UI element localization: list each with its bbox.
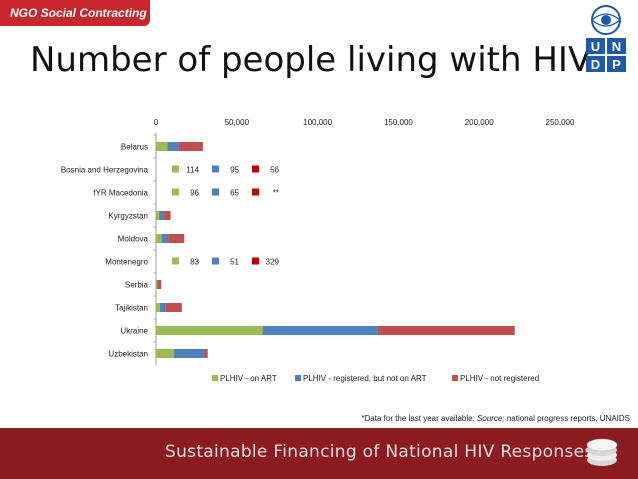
category-label: Serbia (125, 281, 149, 290)
category-label: Uzbekistan (108, 350, 148, 359)
footnote-suffix: national progress reports, UNAIDS (504, 414, 630, 423)
logo-letter-d: D (591, 57, 600, 72)
x-tick-label: 50,000 (225, 118, 250, 127)
bar-segment (161, 234, 169, 243)
footnote-prefix: *Data for the last year available: (361, 414, 478, 423)
bar-segment (178, 142, 203, 151)
category-label: Moldova (118, 235, 149, 244)
undp-logo: U N D P (586, 5, 626, 72)
inline-value-label: 56 (270, 166, 279, 175)
inline-value-label: 51 (230, 258, 239, 267)
bar-segment (156, 280, 158, 289)
ngo-banner-text: NGO Social Contracting (10, 6, 147, 20)
logo-letter-u: U (591, 39, 600, 54)
bar-segment (164, 211, 171, 220)
legend-swatch (295, 375, 301, 381)
hiv-chart: 0 50,000 100,000 150,000 200,000 250,000 Belar… (61, 118, 575, 383)
x-tick-label: 100,000 (303, 118, 332, 127)
category-label: Tajikistan (115, 304, 148, 313)
x-tick-label: 150,000 (384, 118, 413, 127)
bar-segment (159, 211, 165, 220)
inline-value-label: 83 (190, 258, 199, 267)
logo-letter-p: P (612, 57, 621, 72)
bar-segment (262, 326, 378, 335)
bar-segment (156, 211, 160, 220)
bar-segment (168, 234, 185, 243)
ngo-banner: NGO Social Contracting (0, 0, 150, 26)
category-label: Belarus (121, 143, 148, 152)
legend-swatch (452, 375, 458, 381)
inline-value-swatch (172, 257, 179, 265)
x-tick-label: 200,000 (465, 118, 494, 127)
inline-value-label: 329 (266, 258, 280, 267)
bar-segment (204, 349, 208, 358)
bar-segment (156, 326, 263, 335)
legend-label: PLHIV - on ART (220, 374, 277, 383)
footnote-source-label: Source: (477, 414, 505, 423)
legend-label: PLHIV - registered, but not on ART (303, 374, 427, 383)
category-label: Montenegro (105, 258, 148, 267)
bar-segment (156, 280, 157, 289)
inline-value-swatch (252, 257, 259, 265)
inline-value-label: 95 (230, 166, 239, 175)
inline-value-label: 114 (186, 166, 199, 175)
inline-value-swatch (212, 188, 219, 196)
inline-value-swatch (212, 165, 219, 173)
bar-segment (156, 234, 162, 243)
bar-segment (377, 326, 515, 335)
inline-value-label: 96 (190, 189, 199, 198)
bar-segment (157, 280, 162, 289)
category-label: Kyrgyzstan (108, 212, 148, 221)
inline-value-swatch (172, 165, 179, 173)
category-label: Ukraine (120, 327, 148, 336)
x-tick-label: 0 (154, 118, 159, 127)
footer-bar: Sustainable Financing of National HIV Re… (0, 428, 638, 479)
inline-value-swatch (212, 257, 219, 265)
inline-value-label: ** (273, 189, 279, 198)
x-tick-label: 250,000 (546, 118, 575, 127)
inline-value-label: 65 (230, 189, 239, 198)
inline-value-swatch (252, 188, 259, 196)
bar-segment (160, 303, 166, 312)
bar-segment (156, 303, 161, 312)
category-label: Bosnia and Herzegovina (61, 166, 149, 175)
logo-letter-n: N (612, 39, 621, 54)
footer-text: Sustainable Financing of National HIV Re… (165, 442, 594, 462)
footnote: *Data for the last year available: Sourc… (361, 414, 630, 423)
coins-icon (586, 438, 618, 466)
category-label: fYR Macedonia (93, 189, 148, 198)
legend-label: PLHIV - not registered (460, 374, 539, 383)
bar-segment (156, 349, 174, 358)
legend-swatch (212, 375, 218, 381)
bar-segment (165, 303, 182, 312)
bar-segment (167, 142, 179, 151)
inline-value-swatch (252, 165, 259, 173)
page-title-text: Number of people living with HIV (30, 40, 592, 80)
bar-segment (173, 349, 205, 358)
bar-segment (156, 142, 168, 151)
page-title: Number of people living with HIV* (30, 40, 597, 80)
inline-value-swatch (172, 188, 179, 196)
